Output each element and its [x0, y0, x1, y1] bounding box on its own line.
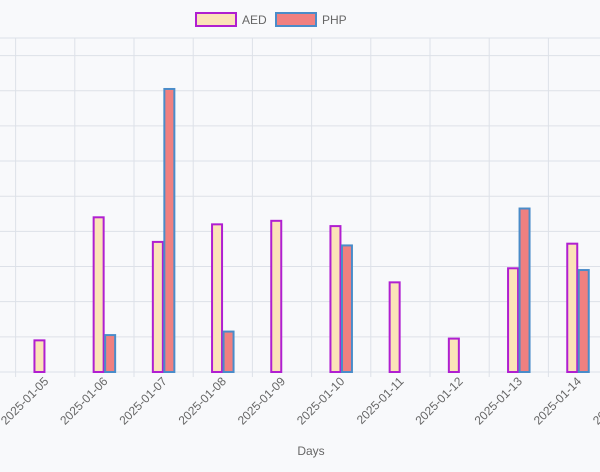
- legend-label-php: PHP: [322, 13, 347, 27]
- bar-aed-2025-01-09[interactable]: [270, 219, 283, 373]
- bar-php-2025-01-07[interactable]: [163, 87, 176, 374]
- bar-php-2025-01-06[interactable]: [104, 334, 117, 373]
- bar-aed-2025-01-06[interactable]: [92, 216, 105, 373]
- x-tick-label: 2025-01-05: [0, 374, 52, 428]
- x-tick-label: 2025-01-10: [294, 374, 348, 428]
- x-tick-label: 2025-01-09: [235, 374, 289, 428]
- bar-aed-2025-01-14[interactable]: [566, 242, 579, 373]
- grid: [0, 37, 600, 377]
- legend-item-php[interactable]: PHP: [275, 12, 347, 27]
- bar-php-2025-01-10[interactable]: [340, 244, 353, 373]
- x-axis-title: Days: [297, 444, 324, 458]
- x-tick-label: 2025-01-07: [116, 374, 170, 428]
- x-tick-label: 2025-01-11: [354, 374, 407, 427]
- bar-aed-2025-01-12[interactable]: [447, 337, 460, 374]
- bar-aed-2025-01-05[interactable]: [33, 339, 46, 373]
- x-tick-labels: 2025-01-042025-01-052025-01-062025-01-07…: [0, 374, 600, 428]
- x-tick-label: 2025-01-08: [176, 374, 230, 428]
- legend-swatch-php: [275, 12, 317, 27]
- bar-aed-2025-01-13[interactable]: [507, 267, 520, 373]
- legend-label-aed: AED: [242, 13, 267, 27]
- bar-aed-2025-01-07[interactable]: [151, 240, 164, 373]
- legend-swatch-aed: [195, 12, 237, 27]
- bar-aed-2025-01-08[interactable]: [211, 223, 224, 373]
- x-tick-label: 2025-01-13: [472, 374, 526, 428]
- bar-php-2025-01-13[interactable]: [518, 207, 531, 373]
- x-tick-label: 2025-01-15: [590, 374, 600, 428]
- legend-item-aed[interactable]: AED: [195, 12, 267, 27]
- bar-aed-2025-01-10[interactable]: [329, 225, 342, 373]
- x-tick-label: 2025-01-12: [412, 374, 466, 428]
- bars: [33, 87, 590, 374]
- bar-php-2025-01-08[interactable]: [222, 330, 235, 373]
- bar-php-2025-01-14[interactable]: [577, 269, 590, 374]
- legend: AED PHP: [195, 12, 347, 27]
- x-tick-label: 2025-01-14: [531, 374, 585, 428]
- bar-aed-2025-01-11[interactable]: [388, 281, 401, 374]
- x-tick-label: 2025-01-06: [57, 374, 111, 428]
